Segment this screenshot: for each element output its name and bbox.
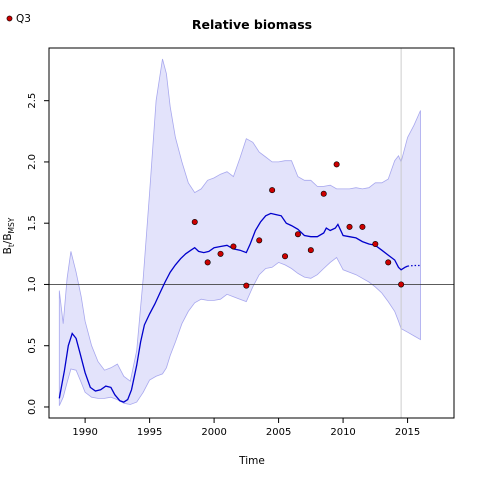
plot-frame bbox=[48, 47, 455, 419]
legend: Q3 bbox=[6, 13, 31, 25]
y-axis-label: Bt/BMSY bbox=[2, 217, 16, 254]
q3-point bbox=[398, 281, 405, 288]
q3-point bbox=[385, 259, 392, 266]
x-tick-label: 2010 bbox=[330, 427, 355, 438]
q3-point bbox=[294, 231, 301, 238]
q3-point bbox=[256, 237, 263, 244]
x-tick-label: 1990 bbox=[72, 427, 97, 438]
x-tick-label: 2015 bbox=[395, 427, 420, 438]
biomass-median-line bbox=[58, 212, 408, 403]
q3-point bbox=[320, 190, 327, 197]
x-tick-label: 2005 bbox=[266, 427, 291, 438]
q3-point bbox=[372, 241, 379, 248]
q3-point bbox=[333, 161, 340, 168]
q3-point bbox=[191, 218, 198, 225]
legend-label-q3: Q3 bbox=[16, 13, 31, 25]
projection-line bbox=[407, 264, 421, 267]
q3-point bbox=[359, 223, 366, 230]
axes: 1990 1995 2000 2005 2010 2015 0.0 0.5 1.0 1.5 2.0 2… bbox=[27, 47, 455, 438]
q3-point bbox=[346, 223, 353, 230]
chart-title: Relative biomass bbox=[192, 17, 312, 32]
y-tick-label: 2.0 bbox=[27, 154, 38, 170]
q3-point bbox=[230, 243, 237, 250]
confidence-band bbox=[58, 58, 421, 406]
y-tick-label: 0.0 bbox=[27, 399, 38, 415]
y-tick-label: 1.0 bbox=[27, 277, 38, 293]
q3-point bbox=[282, 253, 289, 260]
y-label-main: B bbox=[2, 247, 14, 254]
q3-point bbox=[307, 247, 314, 254]
legend-marker-q3 bbox=[6, 15, 13, 22]
x-tick-label: 2000 bbox=[201, 427, 226, 438]
y-label-sub-t: t bbox=[7, 244, 16, 247]
q3-point bbox=[243, 282, 250, 289]
y-label-sub-msy: MSY bbox=[7, 217, 16, 233]
y-tick-label: 0.5 bbox=[27, 338, 38, 354]
q3-point bbox=[204, 259, 211, 266]
y-tick-label: 1.5 bbox=[27, 215, 38, 231]
x-tick-label: 1995 bbox=[137, 427, 162, 438]
q3-point bbox=[269, 187, 276, 194]
plot-area bbox=[49, 48, 454, 418]
y-tick-label: 2.5 bbox=[27, 93, 38, 109]
q3-point bbox=[217, 250, 224, 257]
x-axis-label: Time bbox=[238, 455, 265, 467]
y-label-sep: /B bbox=[2, 233, 14, 244]
